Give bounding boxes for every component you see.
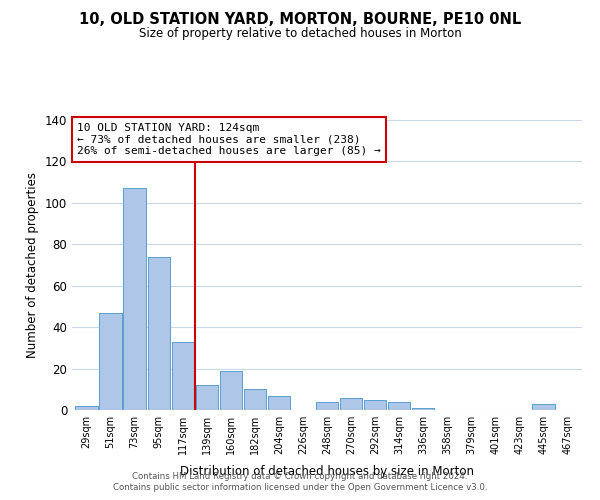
Bar bbox=[268, 396, 290, 410]
Bar bbox=[196, 385, 218, 410]
Text: 10, OLD STATION YARD, MORTON, BOURNE, PE10 0NL: 10, OLD STATION YARD, MORTON, BOURNE, PE… bbox=[79, 12, 521, 28]
X-axis label: Distribution of detached houses by size in Morton: Distribution of detached houses by size … bbox=[180, 466, 474, 478]
Bar bbox=[100, 312, 122, 410]
Bar bbox=[124, 188, 146, 410]
Bar bbox=[388, 402, 410, 410]
Text: Size of property relative to detached houses in Morton: Size of property relative to detached ho… bbox=[139, 28, 461, 40]
Text: Contains HM Land Registry data © Crown copyright and database right 2024.: Contains HM Land Registry data © Crown c… bbox=[132, 472, 468, 481]
Bar bbox=[244, 390, 266, 410]
Bar bbox=[340, 398, 362, 410]
Bar bbox=[364, 400, 386, 410]
Text: Contains public sector information licensed under the Open Government Licence v3: Contains public sector information licen… bbox=[113, 484, 487, 492]
Bar bbox=[148, 256, 170, 410]
Bar bbox=[220, 370, 242, 410]
Bar bbox=[412, 408, 434, 410]
Y-axis label: Number of detached properties: Number of detached properties bbox=[26, 172, 39, 358]
Bar bbox=[172, 342, 194, 410]
Bar bbox=[532, 404, 554, 410]
Bar bbox=[316, 402, 338, 410]
Text: 10 OLD STATION YARD: 124sqm
← 73% of detached houses are smaller (238)
26% of se: 10 OLD STATION YARD: 124sqm ← 73% of det… bbox=[77, 123, 381, 156]
Bar bbox=[76, 406, 98, 410]
